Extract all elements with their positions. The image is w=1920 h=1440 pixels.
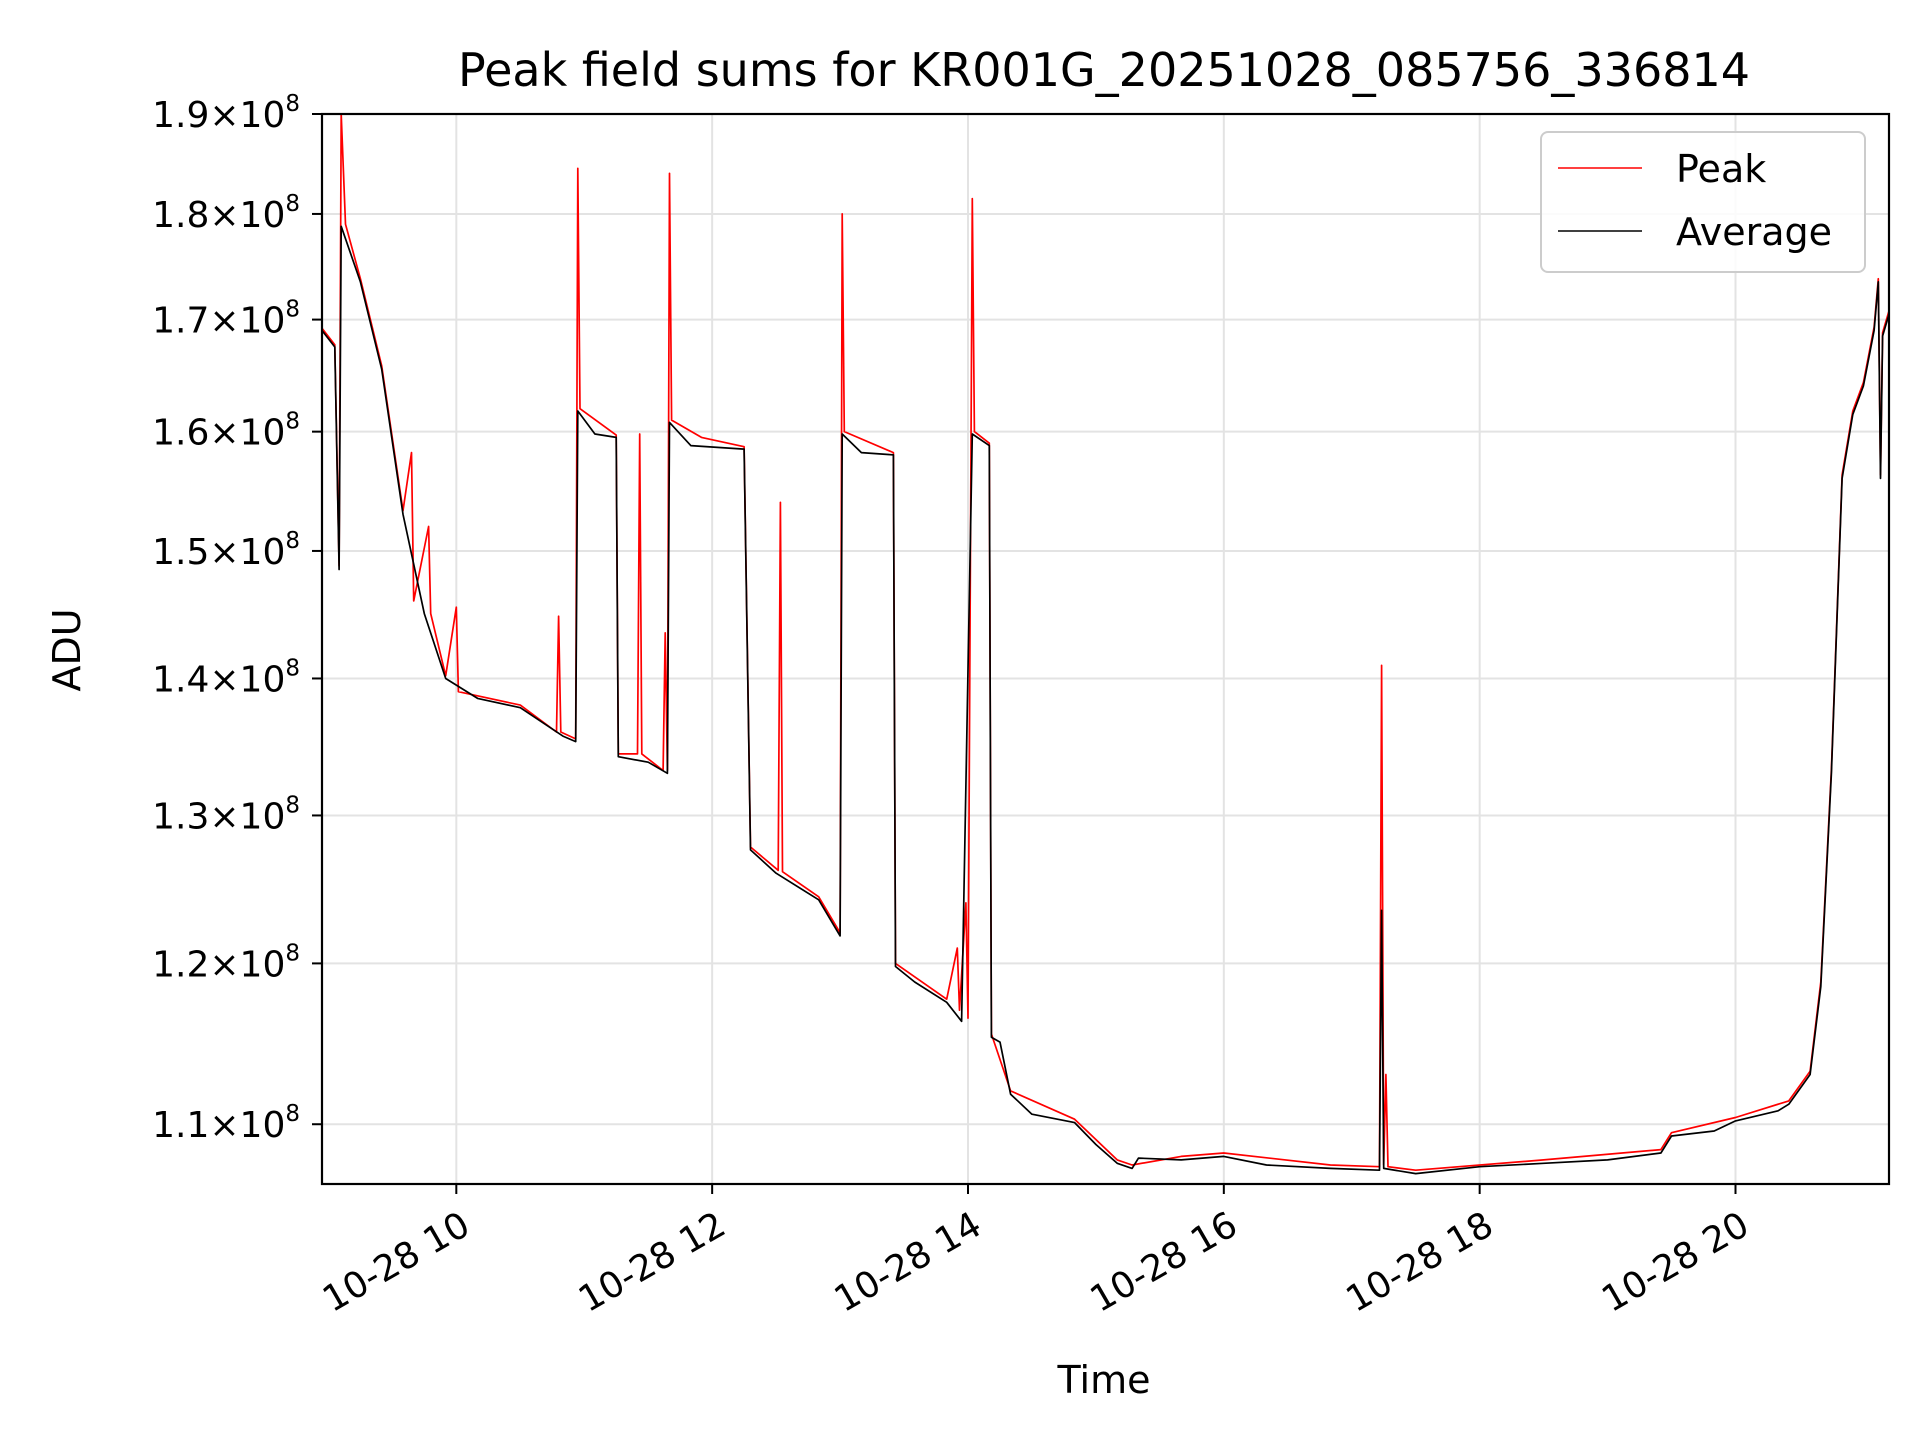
grid-lines	[322, 113, 1889, 1184]
x-axis-ticks: 10-28 10 10-28 12 10-28 14 10-28 16 10-28 18…	[316, 1184, 1756, 1321]
y-axis-label: ADU	[45, 608, 89, 691]
chart-title: Peak field sums for KR001G_20251028_0857…	[458, 43, 1750, 97]
y-tick-label: 1.5×108	[152, 528, 300, 573]
x-axis-label: Time	[1057, 1358, 1151, 1402]
legend-box	[1540, 131, 1866, 273]
y-tick-label: 1.2×108	[152, 940, 300, 985]
plot-frame	[320, 112, 1891, 1186]
y-axis-ticks: 1.1×108 1.2×108 1.3×108 1.4×108 1.5×108 1.6×1…	[152, 91, 322, 1146]
y-tick-label: 1.4×108	[152, 655, 300, 700]
legend-label-average: Average	[1676, 210, 1832, 254]
x-tick-label: 10-28 12	[572, 1204, 733, 1320]
y-tick-label: 1.6×108	[152, 409, 300, 454]
y-tick-label: 1.9×108	[152, 91, 300, 136]
y-tick-label: 1.3×108	[152, 792, 300, 837]
y-tick-label: 1.7×108	[152, 297, 300, 342]
legend-label-peak: Peak	[1676, 147, 1766, 191]
legend: Peak Average	[1540, 131, 1866, 273]
series-line-average	[321, 225, 1890, 1175]
x-tick-label: 10-28 16	[1084, 1204, 1245, 1320]
x-tick-label: 10-28 10	[316, 1204, 477, 1320]
x-tick-label: 10-28 20	[1595, 1204, 1756, 1320]
series-line-peak	[321, 113, 1890, 1172]
x-tick-label: 10-28 14	[828, 1204, 989, 1320]
y-tick-label: 1.8×108	[152, 191, 300, 236]
series-lines	[321, 113, 1890, 1175]
y-tick-label: 1.1×108	[152, 1101, 300, 1146]
x-tick-label: 10-28 18	[1339, 1204, 1500, 1320]
